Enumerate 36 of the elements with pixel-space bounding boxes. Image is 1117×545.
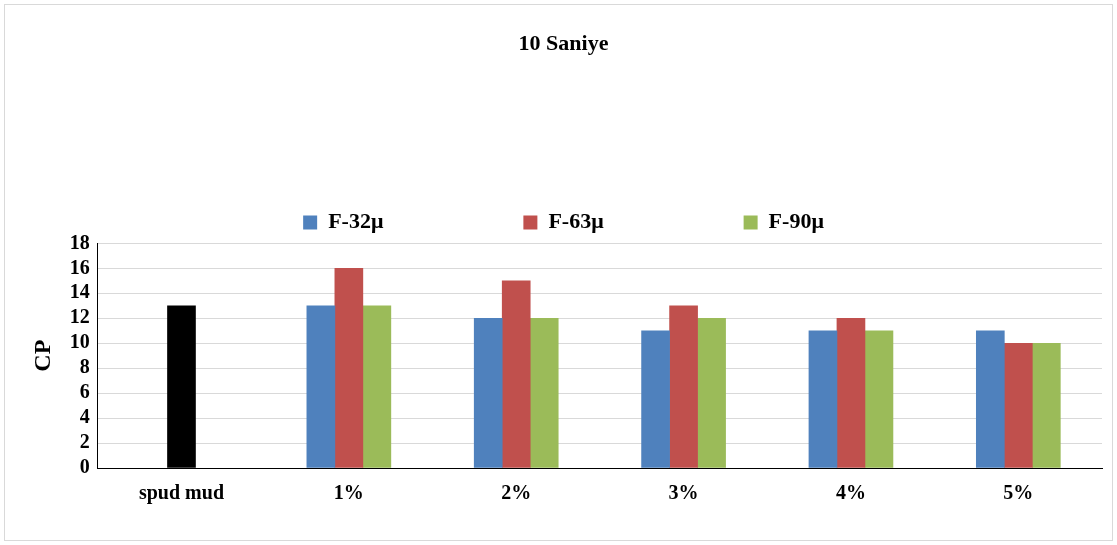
x-tick-label: 2% (501, 481, 532, 504)
x-tick-label: spud mud (138, 481, 225, 505)
bar (641, 330, 670, 468)
bar (362, 305, 392, 468)
bar (808, 330, 838, 468)
bar (1003, 342, 1033, 468)
y-tick-label: 16 (69, 255, 90, 278)
bar (669, 305, 698, 468)
x-tick-label: 3% (668, 481, 699, 504)
legend-label: F-32μ (328, 208, 384, 234)
y-tick-label: 8 (79, 355, 90, 378)
legend-label: F-90μ (768, 208, 825, 234)
bar (501, 280, 531, 468)
bar (1031, 342, 1061, 468)
legend-label: F-63μ (548, 208, 605, 234)
y-tick-label: 18 (69, 230, 90, 253)
y-tick-label: 6 (79, 380, 90, 403)
y-tick-label: 2 (79, 430, 90, 453)
bar (473, 317, 503, 468)
bar (697, 317, 726, 468)
y-tick-label: 4 (79, 405, 90, 428)
y-tick-label: 14 (69, 280, 90, 303)
bar (975, 330, 1005, 468)
bar (334, 268, 364, 468)
bar (836, 317, 866, 468)
bar (529, 317, 559, 468)
y-axis-title: CP (28, 339, 55, 372)
bar (864, 330, 894, 468)
x-tick-label: 1% (333, 481, 364, 504)
y-tick-label: 0 (79, 455, 90, 478)
bar (306, 305, 336, 468)
x-tick-label: 4% (835, 481, 866, 504)
x-tick-label: 5% (1003, 481, 1034, 504)
y-tick-label: 10 (69, 330, 90, 353)
y-tick-label: 12 (69, 305, 90, 328)
chart-title: 10 Saniye (518, 29, 609, 55)
